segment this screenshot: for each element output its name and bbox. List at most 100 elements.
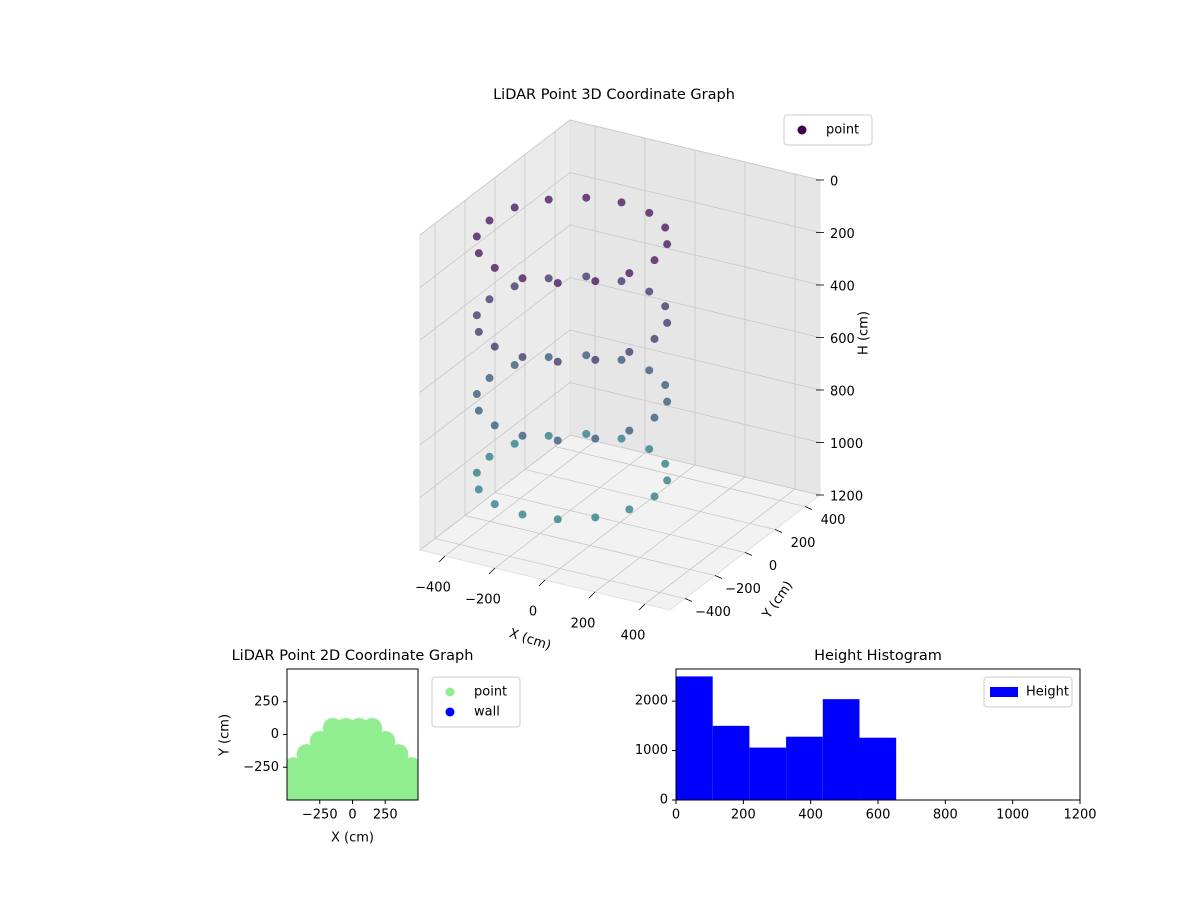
legend-label: wall bbox=[474, 705, 500, 720]
bar bbox=[859, 737, 897, 800]
grid-line bbox=[419, 119, 571, 236]
point bbox=[472, 468, 481, 477]
legend-box bbox=[783, 114, 873, 146]
z-tick-label: 1200 bbox=[830, 490, 863, 505]
x-tick-label: 0 bbox=[348, 808, 356, 823]
tick-mark bbox=[714, 575, 723, 579]
title: Height Histogram bbox=[814, 648, 942, 664]
tick-mark bbox=[638, 603, 646, 611]
point bbox=[472, 390, 481, 399]
point bbox=[472, 232, 481, 241]
point bbox=[645, 366, 654, 375]
x-axis-label: X (cm) bbox=[507, 626, 553, 654]
point bbox=[663, 397, 672, 406]
point bbox=[518, 353, 527, 362]
legend-box bbox=[431, 676, 521, 728]
point bbox=[582, 272, 591, 281]
point bbox=[388, 744, 409, 765]
y-tick-label: 2000 bbox=[635, 694, 668, 709]
point bbox=[510, 439, 519, 448]
point bbox=[661, 302, 670, 311]
point bbox=[474, 249, 483, 258]
bar bbox=[786, 736, 823, 800]
point bbox=[472, 311, 481, 320]
point bbox=[485, 295, 494, 304]
legend-marker bbox=[797, 125, 807, 135]
point bbox=[401, 757, 418, 778]
point bbox=[474, 406, 483, 415]
grid-line bbox=[419, 434, 571, 551]
grid-line bbox=[554, 446, 806, 507]
point bbox=[625, 269, 634, 278]
y-tick-label: −200 bbox=[725, 582, 761, 597]
grid-line bbox=[569, 382, 821, 443]
grid-line bbox=[569, 224, 821, 286]
point bbox=[544, 353, 553, 362]
y-tick-label: 0 bbox=[769, 559, 777, 574]
tick-mark bbox=[804, 506, 813, 510]
legend-marker bbox=[445, 687, 455, 697]
point bbox=[625, 505, 634, 514]
grid-line bbox=[419, 329, 571, 446]
legend-swatch bbox=[990, 687, 1018, 697]
point bbox=[362, 717, 383, 738]
grid-line bbox=[569, 329, 821, 391]
point bbox=[625, 426, 634, 435]
point bbox=[582, 429, 591, 438]
grid-line bbox=[569, 277, 821, 338]
grid-line bbox=[494, 492, 746, 553]
point bbox=[582, 193, 591, 202]
point bbox=[490, 421, 499, 430]
grid-line bbox=[569, 119, 821, 181]
point bbox=[625, 347, 634, 356]
point bbox=[485, 374, 494, 383]
x-tick-label: 800 bbox=[933, 808, 958, 823]
title: LiDAR Point 2D Coordinate Graph bbox=[232, 648, 474, 664]
point bbox=[645, 445, 654, 454]
legend-label: Height bbox=[1026, 685, 1069, 700]
grid-line bbox=[419, 382, 571, 498]
tick-mark bbox=[684, 598, 693, 602]
point bbox=[510, 361, 519, 370]
y-tick-label: 0 bbox=[660, 793, 668, 808]
point bbox=[544, 431, 553, 440]
legend-box bbox=[983, 676, 1073, 708]
point bbox=[518, 274, 527, 283]
point bbox=[582, 351, 591, 360]
point bbox=[544, 274, 553, 283]
point bbox=[544, 195, 553, 204]
point bbox=[518, 510, 527, 519]
x-tick-label: −200 bbox=[465, 593, 501, 608]
grid-line bbox=[569, 172, 821, 233]
x-tick-label: 600 bbox=[866, 808, 891, 823]
x-tick-label: 1200 bbox=[1063, 808, 1096, 823]
y-axis-label: Y (cm) bbox=[759, 578, 796, 622]
grid-line bbox=[524, 469, 776, 530]
x-tick-label: 200 bbox=[571, 617, 596, 632]
z-tick-label: 600 bbox=[830, 332, 855, 347]
point bbox=[474, 327, 483, 336]
point bbox=[661, 223, 670, 232]
point bbox=[490, 342, 499, 351]
y-tick-label: −400 bbox=[695, 605, 731, 620]
point bbox=[650, 334, 659, 343]
x-tick-label: −250 bbox=[302, 808, 338, 823]
z-tick-label: 800 bbox=[830, 385, 855, 400]
point bbox=[663, 476, 672, 485]
legend-marker bbox=[445, 707, 455, 717]
point bbox=[518, 431, 527, 440]
point bbox=[645, 287, 654, 296]
x-tick-label: 200 bbox=[731, 808, 756, 823]
point bbox=[591, 277, 600, 286]
point bbox=[645, 208, 654, 217]
z-tick-label: 1000 bbox=[830, 437, 863, 452]
point bbox=[490, 263, 499, 272]
point bbox=[661, 459, 670, 468]
bar bbox=[749, 747, 787, 800]
grid-line bbox=[419, 277, 571, 393]
x-tick-label: 400 bbox=[798, 808, 823, 823]
plot-area bbox=[287, 717, 418, 800]
x-tick-label: −400 bbox=[415, 581, 451, 596]
tick-mark bbox=[438, 555, 446, 563]
